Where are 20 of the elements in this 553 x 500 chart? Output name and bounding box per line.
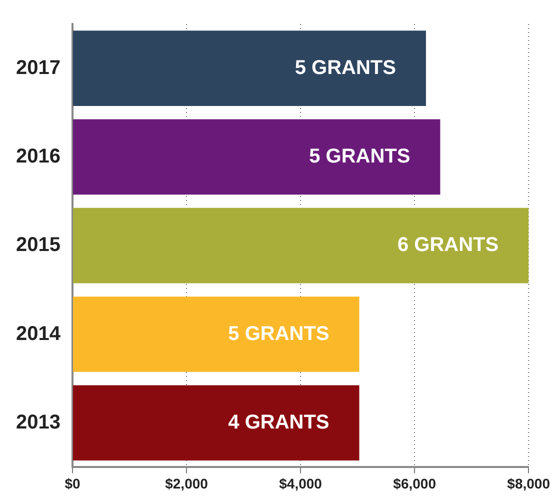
bar [72, 296, 360, 372]
annotation: 5 GRANTS [294, 56, 396, 79]
y-tick-label: 2013 [16, 411, 60, 434]
x-tick-label: $2,000 [165, 475, 208, 492]
bar [72, 119, 440, 195]
y-tick-label: 2016 [16, 145, 60, 168]
x-tick-label: $8,000 [507, 475, 550, 492]
bar [72, 30, 426, 106]
y-tick-label: 2014 [16, 322, 62, 345]
x-tick-label: $4,000 [279, 475, 322, 492]
y-tick-label: 2015 [16, 234, 60, 256]
annotation: 5 GRANTS [309, 145, 410, 168]
annotation: 6 GRANTS [397, 234, 499, 256]
annotation: 5 GRANTS [228, 322, 330, 345]
y-tick-label: 2017 [16, 56, 60, 79]
bar [72, 208, 529, 284]
x-tick-label: $6,000 [393, 475, 436, 492]
annotation: 4 GRANTS [228, 411, 330, 434]
x-tick-label: $0 [64, 475, 80, 492]
bar [72, 385, 360, 461]
